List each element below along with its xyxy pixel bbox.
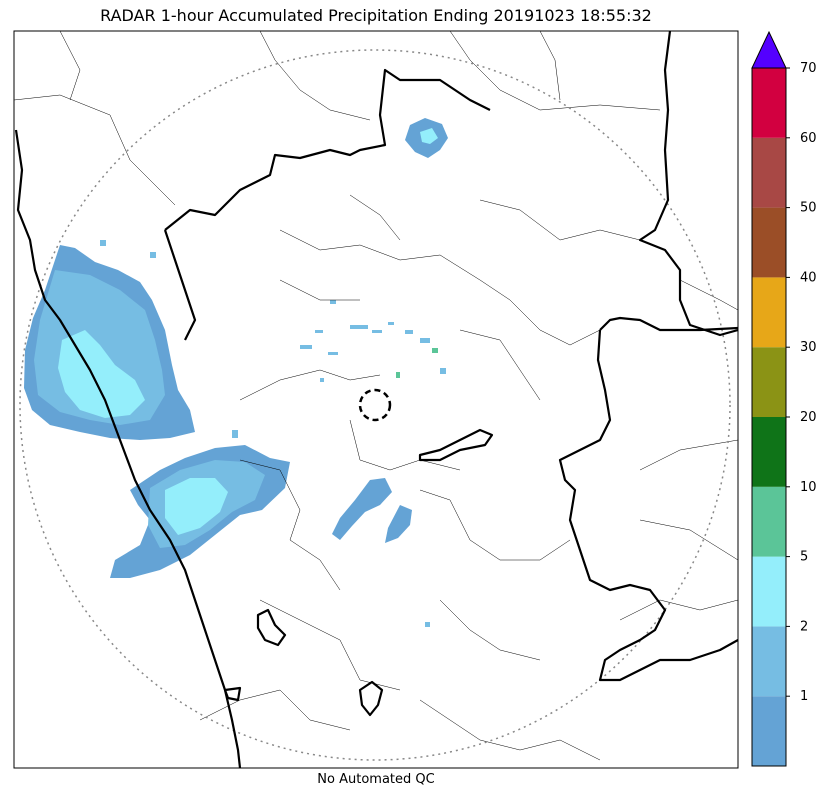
colorbar-extend-arrow [751,30,787,69]
precip-specks-green [396,348,438,378]
state-borders [14,31,738,768]
colorbar-segment [752,696,786,766]
colorbar-tick-label: 5 [800,550,808,565]
colorbar-tick-label: 20 [800,410,817,425]
map-frame [13,30,739,769]
qc-note: No Automated QC [317,772,435,787]
colorbar-tick-label: 2 [800,619,808,634]
precipitation-layer [24,118,448,627]
map-panel [14,31,738,768]
precip-area-center-south [332,478,392,540]
colorbar-segment [752,347,786,417]
colorbar-segment [752,137,786,208]
colorbar-tick-label: 50 [800,201,817,216]
colorbar-segment [752,486,786,557]
colorbar-tick-label: 40 [800,270,817,285]
range-ring [19,49,731,761]
colorbar-tick-label: 60 [800,131,817,146]
colorbar-tick-label: 70 [800,61,817,76]
colorbar-segment [752,556,786,627]
colorbar-segment [752,277,786,348]
colorbar-tick-label: 1 [800,689,808,704]
colorbar-segment [752,207,786,278]
radar-site-ring [358,388,392,422]
colorbar: 1 2 5 10 20 30 40 50 60 70 [751,30,817,767]
precip-area-center-south2 [385,505,412,543]
precip-specks [100,240,446,627]
colorbar-segment [752,417,786,487]
colorbar-segment [752,68,786,138]
colorbar-tick-label: 30 [800,340,817,355]
map-title: RADAR 1-hour Accumulated Precipitation E… [100,6,652,25]
precip-area-north-mid [420,128,438,144]
precip-area-southwest-high [165,478,228,535]
colorbar-segment [752,626,786,697]
colorbar-tick-label: 10 [800,480,817,495]
